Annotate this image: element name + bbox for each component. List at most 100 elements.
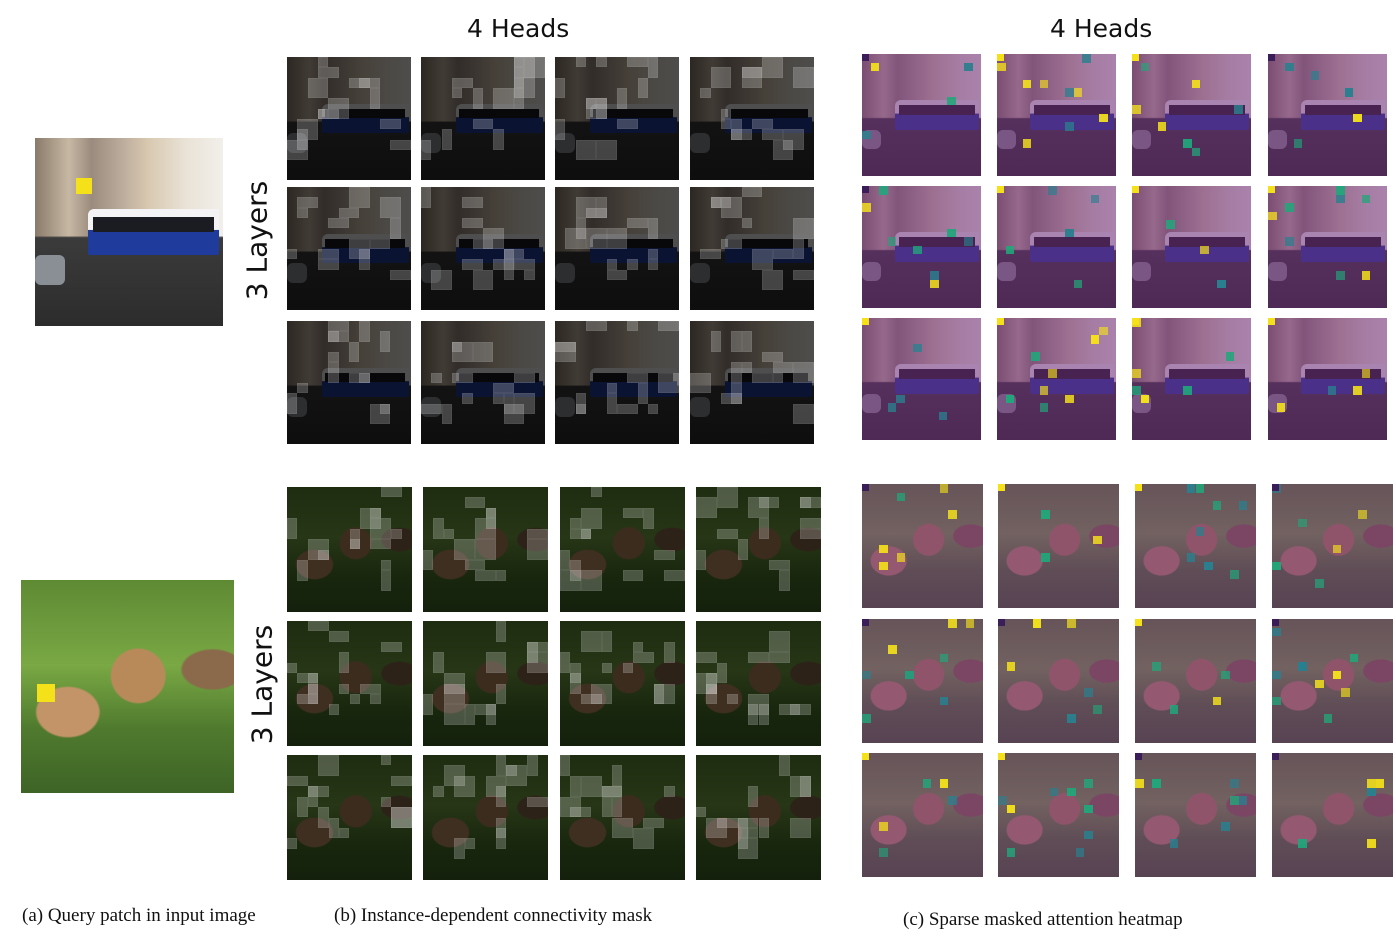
mask-revealed-patch [524,57,545,78]
mask-revealed-patch [297,559,308,581]
mask-revealed-patch [721,197,732,208]
mask-revealed-patch [493,88,514,109]
tram-input-image [35,138,223,326]
corner-marker [862,753,869,760]
mask-revealed-patch [441,129,452,150]
mask-revealed-patch [431,269,452,291]
mask-revealed-patch [527,641,548,653]
mask-revealed-patch [664,570,685,581]
mask-revealed-patch [503,259,514,280]
attention-cell [1049,787,1059,797]
mask-revealed-patch [328,704,340,715]
mask-revealed-patch [632,641,644,653]
mask-revealed-patch [752,119,773,130]
mask-revealed-patch [527,796,548,808]
mask-revealed-patch [721,108,732,119]
mask-revealed-patch [495,621,507,642]
attention-cell [1065,394,1074,403]
mask-revealed-patch [731,129,752,140]
bear-mask-tile [696,755,821,880]
bear-mask-tile [423,755,548,880]
mask-revealed-patch [423,549,434,571]
mask-revealed-patch [349,187,370,208]
bear-heatmap-tile [998,619,1119,743]
attention-cell [1132,105,1141,114]
attention-cell [870,62,879,71]
mask-revealed-patch [570,662,581,684]
attention-cell [1039,79,1048,88]
mask-revealed-patch [464,559,486,571]
bear-heatmap-tile [1272,619,1393,743]
attention-cell [1048,186,1057,195]
mask-revealed-patch [772,372,783,383]
attention-cell [1353,113,1362,122]
attention-cell [1349,653,1359,663]
mask-revealed-patch [514,88,525,109]
mask-revealed-patch [596,197,607,218]
mask-revealed-patch [586,98,597,109]
mask-revealed-patch [793,67,814,88]
mask-heads-title: 4 Heads [467,14,570,43]
mask-revealed-patch [359,507,381,529]
mask-revealed-patch [380,403,391,414]
corner-marker [998,753,1005,760]
tram-mask-tile [690,57,814,180]
mask-revealed-patch [297,197,318,208]
mask-revealed-patch [793,403,814,425]
mask-revealed-patch [555,341,576,352]
mask-revealed-patch [443,704,465,726]
mask-revealed-patch [560,549,571,571]
mask-revealed-patch [359,683,381,694]
mask-revealed-patch [737,817,759,828]
attention-cell [1293,139,1302,148]
mask-revealed-patch [318,249,339,260]
mask-revealed-patch [307,673,319,694]
mask-revealed-patch [472,119,494,130]
tram-heatmap-tile [997,186,1116,308]
mask-revealed-patch [472,269,494,291]
attention-cell [1183,386,1192,395]
corner-marker [862,186,869,193]
mask-revealed-patch [495,755,507,776]
bear-mask-tile [423,621,548,746]
mask-revealed-patch [555,77,566,99]
bear-mask-tile [423,487,548,612]
mask-revealed-patch [328,98,349,119]
tram-mask-tile [421,187,545,310]
mask-revealed-patch [601,786,623,797]
mask-revealed-patch [423,693,434,715]
attention-cell [905,670,914,680]
mask-revealed-patch [462,218,483,229]
mask-revealed-patch [359,321,370,342]
tram-heatmap-tile [1132,186,1251,308]
mask-revealed-patch [297,693,319,705]
mask-revealed-patch [696,497,717,519]
mask-revealed-patch [443,683,465,705]
mask-revealed-patch [560,652,571,674]
mask-revealed-patch [369,403,391,425]
mask-revealed-patch [431,372,442,383]
attention-cell [887,403,896,412]
attention-cell [1323,714,1333,723]
mask-revealed-patch [696,549,707,571]
mask-revealed-patch [493,129,504,150]
attention-cell [1132,369,1141,378]
attention-cell [1140,62,1149,71]
mask-revealed-patch [612,817,633,839]
mask-revealed-patch [475,704,496,715]
mask-revealed-patch [485,507,496,529]
mask-revealed-patch [632,652,654,663]
mask-revealed-patch [503,249,514,270]
mask-revealed-patch [514,57,525,68]
mask-revealed-patch [472,238,494,249]
mask-revealed-patch [475,570,496,581]
attention-cell [1132,386,1141,395]
attention-cell [913,245,922,254]
tram-mask-tile [690,321,814,444]
bear-heatmap-tile [862,619,983,743]
attention-cell [1234,105,1243,114]
mask-revealed-patch [727,693,738,705]
mask-revealed-patch [339,652,350,674]
mask-revealed-patch [527,755,538,776]
corner-marker [998,619,1005,626]
